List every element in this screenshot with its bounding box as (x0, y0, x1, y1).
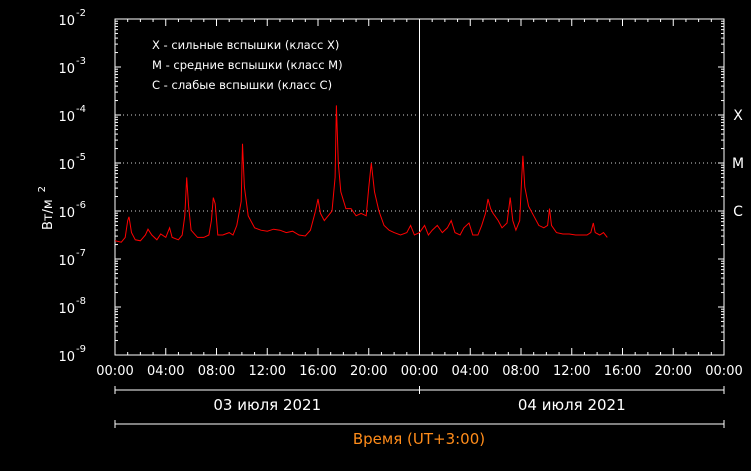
legend-entry-x: X - сильные вспышки (класс X) (152, 38, 339, 52)
y-tick-label: 10-7 (58, 248, 86, 269)
legend-entry-m: M - средние вспышки (класс M) (152, 58, 343, 72)
flare-class-lines: X M C (115, 108, 744, 220)
y-tick-label: 10-2 (58, 8, 86, 29)
x-tick-label: 20:00 (655, 364, 692, 379)
x-tick-label: 00:00 (96, 364, 133, 379)
x-axis-ticks: 00:00 04:00 08:00 12:00 16:00 20:00 00:00 04:00… (96, 19, 743, 379)
y-tick-label: 10-8 (58, 296, 86, 317)
x-tick-label: 00:00 (705, 364, 742, 379)
y-tick-label: 10-5 (58, 152, 86, 173)
class-label-c: C (733, 204, 743, 220)
y-tick-label: 10-4 (58, 104, 86, 125)
x-tick-label: 04:00 (452, 364, 489, 379)
x-axis-label: Время (UT+3:00) (353, 430, 485, 448)
date-label-day1: 03 июля 2021 (213, 396, 321, 414)
legend: X - сильные вспышки (класс X) M - средни… (152, 38, 343, 92)
x-tick-label: 00:00 (401, 364, 438, 379)
x-tick-label: 04:00 (147, 364, 184, 379)
y-axis-ticks: 10-2 10-3 10-4 10-5 10-6 10-7 10-8 10-9 (58, 8, 724, 365)
y-axis-label: Вт/м 2 (37, 186, 56, 230)
x-tick-label: 12:00 (553, 364, 590, 379)
x-tick-label: 16:00 (604, 364, 641, 379)
x-tick-label: 16:00 (299, 364, 336, 379)
class-label-x: X (733, 108, 743, 124)
class-label-m: M (732, 156, 744, 172)
date-brackets: 03 июля 2021 04 июля 2021 (114, 386, 725, 428)
x-ray-flux-series (114, 105, 608, 243)
x-tick-label: 12:00 (249, 364, 286, 379)
x-tick-label: 08:00 (198, 364, 235, 379)
y-tick-label: 10-9 (58, 344, 86, 365)
y-tick-label: 10-3 (58, 56, 86, 77)
y-tick-label: 10-6 (58, 200, 86, 221)
x-tick-label: 20:00 (350, 364, 387, 379)
date-label-day2: 04 июля 2021 (518, 396, 626, 414)
x-tick-label: 08:00 (502, 364, 539, 379)
legend-entry-c: C - слабые вспышки (класс C) (152, 78, 332, 92)
